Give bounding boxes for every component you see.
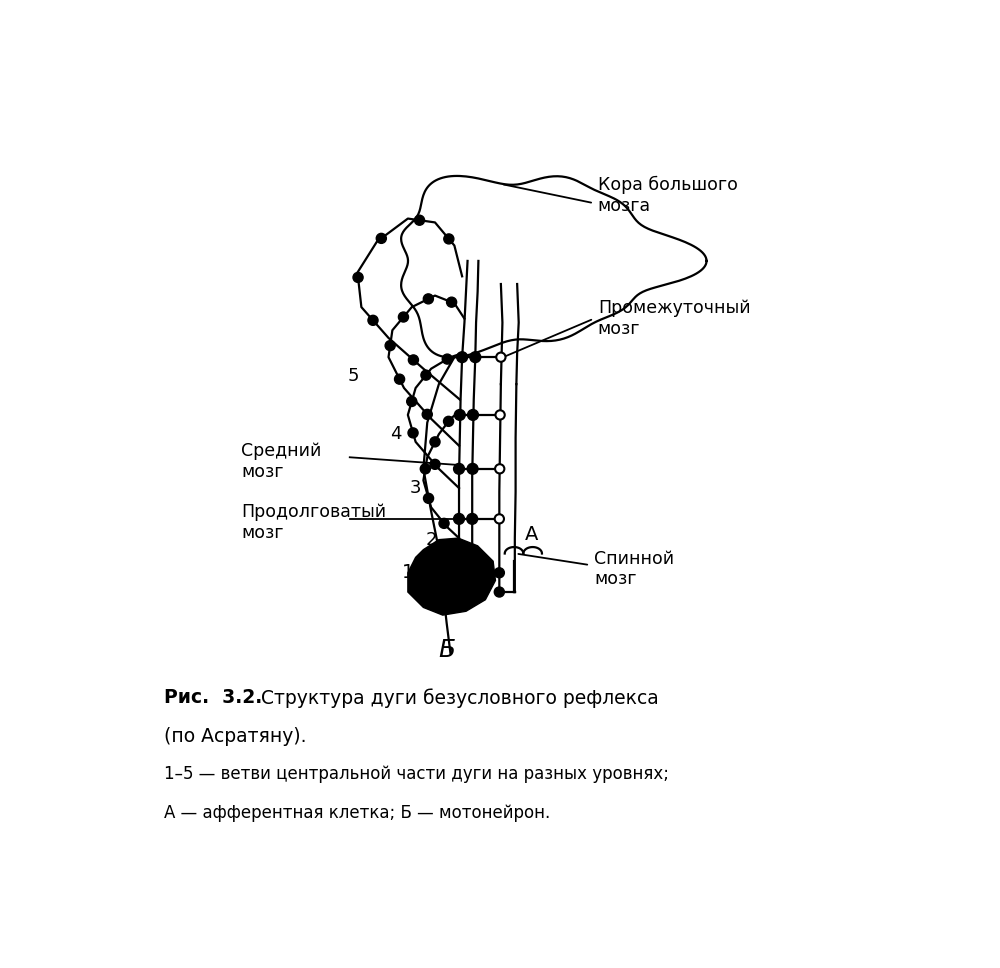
Circle shape	[454, 464, 464, 474]
Circle shape	[353, 272, 363, 283]
Text: Продолговатый
мозг: Продолговатый мозг	[241, 503, 386, 542]
Text: Б: Б	[438, 638, 455, 662]
Text: Спинной
мозг: Спинной мозг	[594, 550, 674, 589]
Text: Промежуточный
мозг: Промежуточный мозг	[598, 299, 750, 338]
Circle shape	[495, 514, 504, 524]
Circle shape	[496, 352, 506, 362]
Circle shape	[442, 354, 452, 364]
Circle shape	[439, 518, 449, 529]
Circle shape	[421, 370, 431, 380]
Circle shape	[430, 460, 440, 469]
Circle shape	[454, 513, 464, 525]
Circle shape	[457, 351, 468, 363]
Circle shape	[398, 312, 408, 322]
Text: Средний
мозг: Средний мозг	[241, 441, 322, 480]
Circle shape	[422, 409, 432, 419]
Circle shape	[495, 410, 505, 419]
Circle shape	[423, 294, 433, 304]
Text: 4: 4	[390, 425, 402, 443]
Text: 1: 1	[402, 563, 414, 583]
Circle shape	[467, 513, 478, 525]
Text: 2: 2	[425, 530, 437, 549]
Circle shape	[408, 355, 418, 365]
Text: (по Асратяну).: (по Асратяну).	[164, 727, 306, 745]
Circle shape	[454, 572, 464, 582]
Polygon shape	[408, 538, 495, 615]
Circle shape	[430, 437, 440, 447]
Circle shape	[470, 351, 481, 363]
Text: А: А	[525, 525, 539, 544]
Text: А — афферентная клетка; Б — мотонейрон.: А — афферентная клетка; Б — мотонейрон.	[164, 803, 550, 822]
Circle shape	[494, 587, 504, 597]
Circle shape	[444, 234, 454, 244]
Circle shape	[424, 494, 434, 503]
Polygon shape	[401, 176, 707, 357]
Circle shape	[495, 465, 504, 473]
Text: Рис.  3.2.: Рис. 3.2.	[164, 688, 262, 708]
Text: 3: 3	[410, 479, 421, 498]
Text: 5: 5	[348, 368, 359, 385]
Circle shape	[420, 464, 430, 473]
Circle shape	[447, 297, 457, 307]
Circle shape	[395, 375, 405, 384]
Circle shape	[408, 428, 418, 438]
Circle shape	[407, 397, 417, 407]
Circle shape	[468, 409, 478, 420]
Text: Структура дуги безусловного рефлекса: Структура дуги безусловного рефлекса	[261, 688, 658, 708]
Circle shape	[467, 464, 478, 474]
Circle shape	[368, 316, 378, 325]
Circle shape	[494, 568, 504, 578]
Circle shape	[454, 409, 465, 420]
Circle shape	[414, 215, 425, 226]
Text: Кора большого
мозга: Кора большого мозга	[598, 176, 738, 215]
Text: 1–5 — ветви центральной части дуги на разных уровнях;: 1–5 — ветви центральной части дуги на ра…	[164, 766, 669, 783]
Circle shape	[385, 341, 395, 350]
Circle shape	[376, 233, 386, 243]
Circle shape	[444, 416, 454, 426]
